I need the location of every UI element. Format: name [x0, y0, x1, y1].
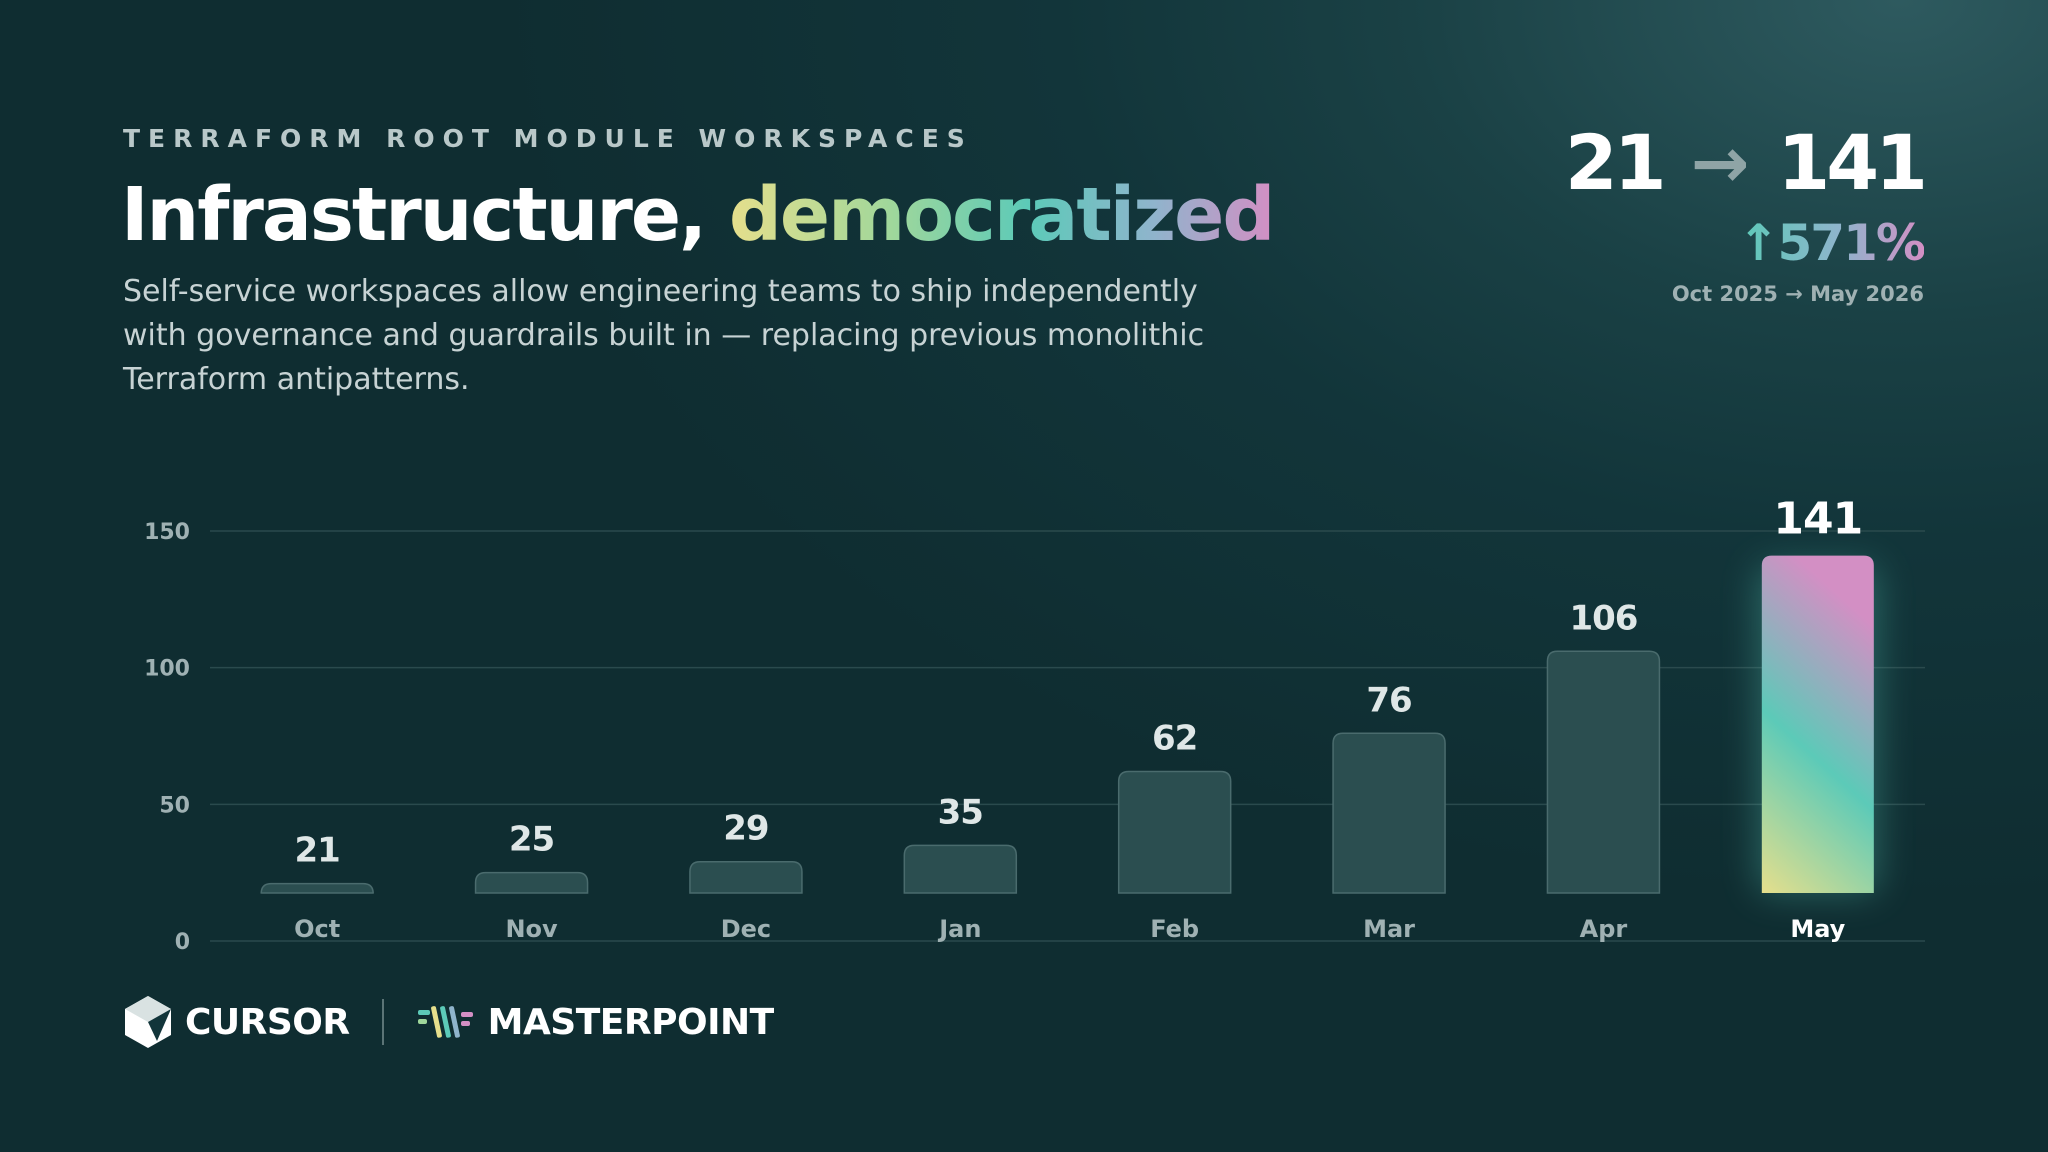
value-label-apr: 106: [1569, 598, 1637, 638]
x-tick-label-jan: Jan: [937, 915, 981, 943]
value-label-jan: 35: [938, 792, 983, 832]
x-tick-label-nov: Nov: [505, 915, 558, 943]
value-label-oct: 21: [295, 831, 340, 871]
cursor-logo: CURSOR: [123, 994, 350, 1050]
bar-jan: [903, 844, 1018, 894]
cursor-logo-text: CURSOR: [185, 1001, 350, 1043]
y-tick-label: 0: [175, 930, 190, 955]
kpi-summary: 21 → 141: [1564, 118, 1928, 207]
masterpoint-logo-text: MASTERPOINT: [487, 1001, 775, 1043]
cursor-cube-icon: [125, 996, 171, 1048]
kpi-from: 21: [1564, 118, 1667, 207]
bar-mar: [1332, 732, 1446, 894]
kpi-to: 141: [1777, 118, 1928, 207]
bar-dec: [689, 860, 803, 894]
masterpoint-logo: MASTERPOINT: [416, 1002, 774, 1043]
kpi-period: Oct 2025 → May 2026: [1671, 282, 1924, 306]
x-tick-label-dec: Dec: [721, 915, 771, 943]
eyebrow-label: TERRAFORM ROOT MODULE WORKSPACES: [123, 124, 973, 153]
y-tick-label: 100: [144, 657, 190, 682]
x-tick-label-feb: Feb: [1150, 915, 1199, 943]
x-tick-label-apr: Apr: [1580, 915, 1628, 943]
value-label-mar: 76: [1366, 680, 1411, 720]
y-tick-label: 50: [159, 793, 190, 818]
title-main: Infrastructure,: [121, 172, 707, 258]
bar-oct: [260, 882, 374, 894]
x-tick-label-mar: Mar: [1363, 915, 1415, 943]
y-tick-label: 150: [144, 520, 190, 545]
x-tick-label-may: May: [1790, 915, 1845, 943]
bar-nov: [474, 871, 589, 894]
x-tick-label-oct: Oct: [294, 915, 340, 943]
footer-logos: CURSOR MASTERPOINT: [123, 994, 774, 1050]
bar-feb: [1117, 770, 1232, 894]
value-label-may: 141: [1773, 494, 1862, 545]
kpi-change-percent: ↑571%: [1737, 214, 1926, 272]
page-title: Infrastructure, democratized: [121, 172, 1275, 258]
masterpoint-mark-icon: [417, 1006, 473, 1038]
subtitle: Self-service workspaces allow engineerin…: [123, 274, 1205, 397]
value-label-dec: 29: [723, 809, 768, 849]
kpi-arrow-icon: →: [1690, 121, 1750, 204]
bar-apr: [1546, 650, 1661, 894]
title-accent: democratized: [728, 172, 1275, 258]
value-label-feb: 62: [1152, 719, 1197, 759]
bar-may: [1761, 555, 1874, 893]
value-label-nov: 25: [509, 820, 554, 860]
footer-divider: [381, 999, 384, 1045]
